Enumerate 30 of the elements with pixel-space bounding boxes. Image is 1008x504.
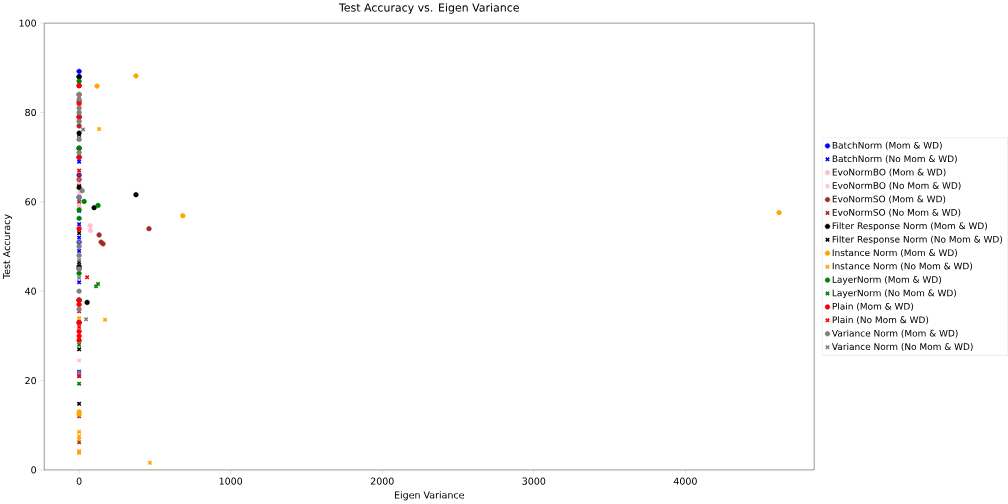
legend-label: Filter Response Norm (No Mom & WD) [832, 235, 1003, 245]
legend-label: EvoNormBO (Mom & WD) [832, 168, 946, 177]
legend-label: Plain (Mom & WD) [832, 302, 914, 311]
y-tick-label: 40 [25, 287, 37, 295]
legend-label: BatchNorm (No Mom & WD) [832, 155, 957, 164]
chart-title: Test Accuracy vs. Eigen Variance [338, 3, 519, 14]
x-tick-label: 1000 [219, 477, 243, 485]
legend-label: Variance Norm (Mom & WD) [831, 329, 958, 338]
y-tick-label: 60 [25, 198, 37, 206]
x-tick-label: 3000 [522, 477, 546, 485]
legend-label: BatchNorm (Mom & WD) [832, 141, 942, 150]
legend-label: Instance Norm (No Mom & WD) [832, 262, 973, 271]
x-tick-label: 0 [76, 477, 82, 485]
legend-label: EvoNormBO (No Mom & WD) [832, 182, 961, 191]
legend-label: LayerNorm (No Mom & WD) [832, 289, 957, 299]
y-axis-title: Test Accuracy [3, 214, 13, 280]
legend-label: EvoNormSO (Mom & WD) [832, 195, 946, 204]
x-tick-label: 2000 [370, 477, 394, 485]
legend-label: Variance Norm (No Mom & WD) [831, 343, 973, 352]
y-tick-label: 100 [19, 19, 37, 27]
x-axis-title: Eigen Variance [394, 491, 464, 501]
legend-label: Instance Norm (Mom & WD) [832, 249, 957, 258]
y-tick-label: 0 [31, 466, 37, 474]
legend-label: Filter Response Norm (Mom & WD) [832, 222, 987, 232]
legend-label: Plain (No Mom & WD) [832, 316, 929, 325]
legend-label: EvoNormSO (No Mom & WD) [832, 208, 961, 217]
y-tick-label: 80 [25, 108, 37, 117]
y-tick-label: 20 [25, 377, 37, 385]
legend-label: LayerNorm (Mom & WD) [832, 276, 941, 285]
x-tick-label: 4000 [673, 477, 697, 485]
